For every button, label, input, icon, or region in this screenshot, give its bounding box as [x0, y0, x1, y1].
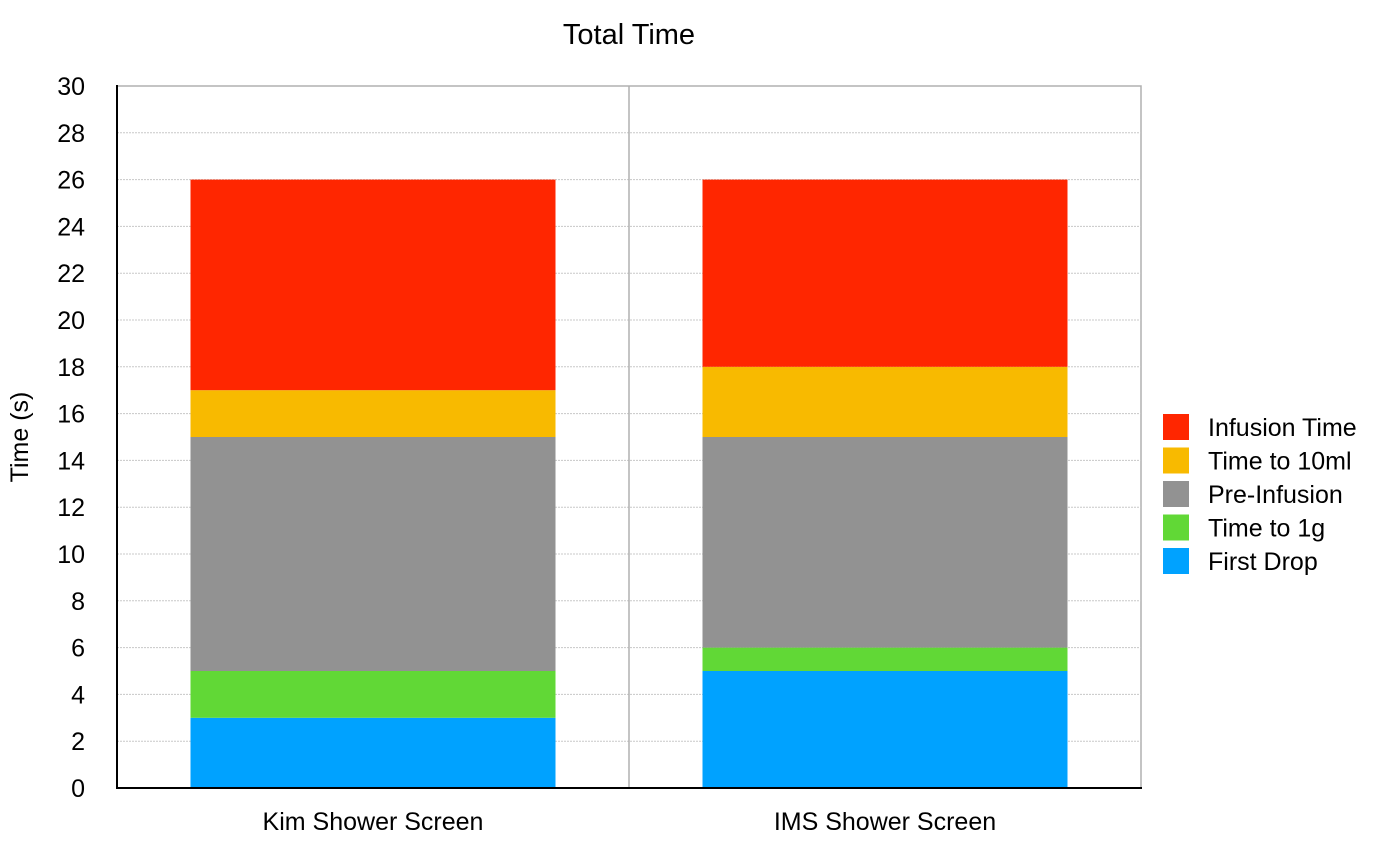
bar-kim-shower-screen-time-to-1g: [190, 671, 556, 718]
legend-item-infusion-time: Infusion Time: [1163, 414, 1357, 442]
bar-kim-shower-screen-pre-infusion: [190, 437, 556, 671]
legend-swatch-infusion-time: [1163, 414, 1189, 440]
legend-swatch-time-to-10ml: [1163, 447, 1189, 474]
legend-swatch-time-to-1g: [1163, 514, 1189, 541]
legend-label-infusion-time: Infusion Time: [1208, 414, 1357, 442]
legend-item-pre-infusion: Pre-Infusion: [1163, 481, 1343, 509]
x-tick-label-kim-shower-screen: Kim Shower Screen: [263, 808, 484, 836]
y-tick-label-18: 18: [57, 354, 85, 382]
bar-ims-shower-screen-pre-infusion: [702, 437, 1068, 648]
legend-item-time-to-10ml: Time to 10ml: [1163, 447, 1352, 476]
y-tick-label-24: 24: [57, 213, 85, 241]
y-tick-label-20: 20: [57, 307, 85, 335]
chart-title: Total Time: [563, 19, 695, 51]
y-tick-label-4: 4: [71, 681, 85, 709]
y-tick-label-2: 2: [71, 728, 85, 756]
y-tick-label-8: 8: [71, 588, 85, 616]
x-tick-label-ims-shower-screen: IMS Shower Screen: [774, 808, 996, 836]
bar-ims-shower-screen-first-drop: [702, 671, 1068, 788]
legend-label-first-drop: First Drop: [1208, 548, 1318, 576]
y-tick-label-0: 0: [71, 775, 85, 803]
y-tick-label-6: 6: [71, 635, 85, 663]
y-tick-label-26: 26: [57, 167, 85, 195]
bar-kim-shower-screen-time-to-10ml: [190, 390, 556, 437]
y-tick-label-12: 12: [57, 494, 85, 522]
legend: Infusion Time Time to 10ml Pre-Infusion Tim…: [1163, 414, 1357, 576]
y-tick-label-10: 10: [57, 541, 85, 569]
bar-ims-shower-screen-infusion-time: [702, 179, 1068, 367]
bar-ims-shower-screen-time-to-1g: [702, 647, 1068, 671]
legend-swatch-pre-infusion: [1163, 481, 1189, 507]
legend-swatch-first-drop: [1163, 548, 1189, 574]
y-tick-label-28: 28: [57, 120, 85, 148]
x-tick-labels: Kim Shower Screen IMS Shower Screen: [263, 808, 997, 836]
bar-kim-shower-screen-first-drop: [190, 717, 556, 788]
bar-ims-shower-screen-time-to-10ml: [702, 366, 1068, 437]
legend-item-first-drop: First Drop: [1163, 548, 1318, 576]
legend-label-pre-infusion: Pre-Infusion: [1208, 481, 1343, 509]
legend-item-time-to-1g: Time to 1g: [1163, 514, 1325, 543]
y-tick-label-14: 14: [57, 447, 85, 475]
legend-label-time-to-1g: Time to 1g: [1208, 515, 1325, 543]
y-tick-label-16: 16: [57, 401, 85, 429]
y-axis-label: Time (s): [6, 392, 34, 483]
bar-kim-shower-screen-infusion-time: [190, 179, 556, 391]
y-tick-label-22: 22: [57, 260, 85, 288]
legend-label-time-to-10ml: Time to 10ml: [1208, 448, 1352, 476]
bars: [190, 179, 1068, 788]
axes: [116, 85, 1142, 789]
y-tick-label-30: 30: [57, 73, 85, 101]
